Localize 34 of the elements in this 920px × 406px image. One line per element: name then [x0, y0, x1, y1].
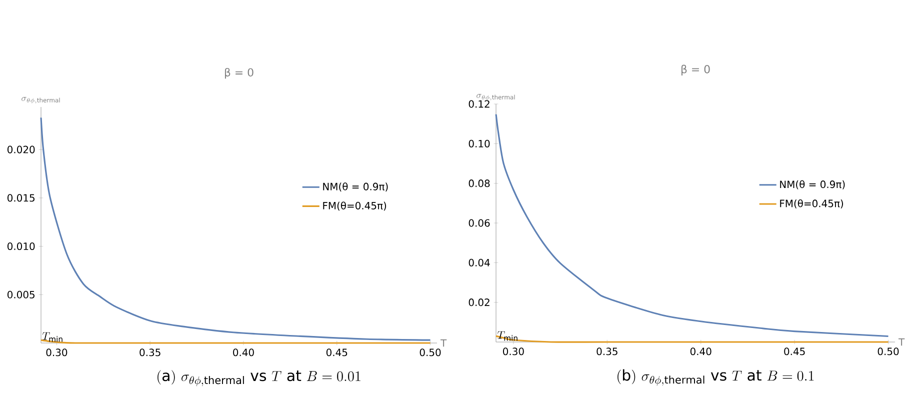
x-axis-title: T	[898, 338, 905, 346]
chart-title: β = 0	[224, 68, 254, 79]
x-tick-label: 0.40	[233, 348, 254, 356]
legend-label: NM(θ = 0.9π)	[780, 180, 845, 190]
x-tick-label: 0.35	[140, 348, 160, 356]
y-tick-label: 0.015	[7, 194, 34, 202]
y-tick-label: 0.12	[468, 100, 490, 108]
y-tick-label: 0.06	[468, 219, 490, 227]
line-series	[40, 116, 432, 341]
y-axis-title: $\sigma_{\theta\phi,\mathrm{thermal}}$	[476, 94, 515, 101]
y-tick-label: 0.08	[468, 180, 490, 188]
legend-label: FM(θ=0.45π)	[780, 199, 844, 208]
y-tick-label: 0.02	[468, 298, 490, 306]
y-tick-label: 0.10	[468, 140, 490, 148]
x-axis-title: T	[440, 339, 447, 347]
x-tick-label: 0.40	[690, 348, 712, 356]
y-tick-label: 0.005	[7, 290, 34, 298]
legend-label: FM(θ=0.45π)	[323, 202, 386, 211]
y-axis-title: $\sigma_{\theta\phi,\mathrm{thermal}}$	[22, 97, 60, 104]
y-tick-label: 0.020	[7, 146, 35, 154]
x-tick-label: 0.50	[420, 348, 441, 356]
text: $\mathrm{(b)}\ \sigma_{\theta\phi,\mathrm{thermal}}\ \mathrm{vs}\ T\ \mathrm{at}\ B=0.1$	[618, 369, 814, 386]
x-tick-label: 0.30	[46, 348, 68, 356]
y-tick-label: 0.04	[468, 258, 490, 266]
text: $\mathrm{(a)}\ \sigma_{\theta\phi,\mathrm{thermal}}\ \mathrm{vs}\ T\ \mathrm{at}\ B=0.01$	[158, 370, 360, 386]
x-tick-label: 0.50	[878, 348, 899, 356]
x-tick-label: 0.45	[784, 348, 805, 356]
legend-label: NM(θ = 0.9π)	[323, 182, 388, 192]
x-tick-label: 0.35	[596, 348, 618, 356]
chart-title: β = 0	[681, 64, 710, 76]
x-tick-label: 0.45	[326, 348, 348, 356]
y-tick-label: 0.010	[7, 242, 35, 250]
annotation: $T_{\mathrm{min}}$	[42, 332, 62, 342]
x-tick-label: 0.30	[503, 348, 524, 356]
